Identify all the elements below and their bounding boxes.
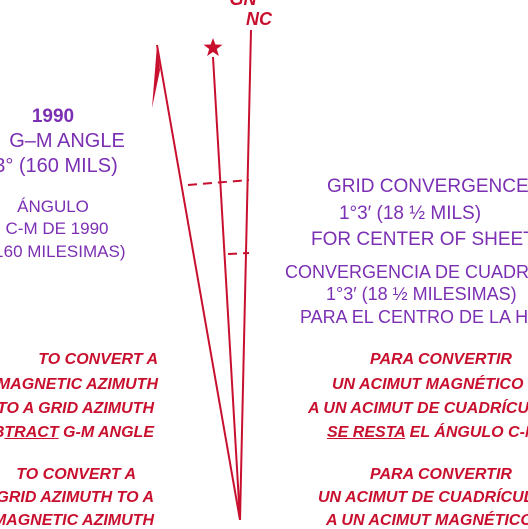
right-instruction-2-line2: UN ACIMUT DE CUADRÍCULA [318,489,528,506]
left-instruction-2-line3: MAGNETIC AZIMUTH [0,512,154,529]
grid-convergence-es-line2: 1°3′ (18 ½ MILESIMAS) [326,284,517,304]
right-instruction-1-line3: A UN ACIMUT DE CUADRÍCULA [308,400,528,417]
right-instruction-2-line3: A UN ACIMUT MAGNÉTICO [326,512,528,529]
right-instruction-2-line1: PARA CONVERTIR [370,466,512,483]
left-instruction-1-prefix: SUB [0,424,4,441]
gm-angle-es-line2: C-M DE 1990 [5,219,109,238]
right-instruction-1-underline: SE RESTA [327,424,406,441]
gm-angle-arc [187,179,250,186]
true-north-star-icon [203,38,223,56]
grid-convergence-es-line3: PARA EL CENTRO DE LA HOJA [300,307,528,327]
right-instruction-1-line4: SE RESTA EL ÁNGULO C-M [327,425,528,441]
left-instruction-1-line3: TO A GRID AZIMUTH [0,400,154,417]
gm-angle-es-line1: ÁNGULO [17,197,89,216]
left-instruction-1-line4: SUBTRACT G-M ANGLE [0,425,154,441]
grid-convergence-center: FOR CENTER OF SHEET [311,229,528,250]
true-north-line [212,56,241,520]
left-instruction-2-line1: TO CONVERT A [16,466,136,483]
nc-label: NC [246,9,272,29]
gn-label: GN [230,0,257,8]
grid-convergence-arc [227,252,250,255]
gm-angle-es-line3: (160 MILESIMAS) [0,242,126,261]
gm-angle-value: 3° (160 MILS) [0,155,118,177]
magnetic-north-line [156,44,241,520]
left-instruction-2-line2: GRID AZIMUTH TO A [0,489,154,506]
left-instruction-1-line2: MAGNETIC AZIMUTH [0,376,158,393]
left-instruction-1-suffix: G-M ANGLE [58,424,154,441]
grid-north-line [239,29,252,520]
left-instruction-1-line1: TO CONVERT A [38,351,158,368]
left-instruction-1-underline: TRACT [4,424,59,441]
grid-convergence-value: 1°3′ (18 ½ MILS) [338,203,482,224]
right-instruction-1-line1: PARA CONVERTIR [370,351,512,368]
right-instruction-1-suffix: EL ÁNGULO C-M [405,424,528,441]
magnetic-north-arrowhead [152,45,160,108]
grid-convergence-es-line1: CONVERGENCIA DE CUADRÍCULA [285,262,528,282]
gm-angle-year: 1990 [31,106,75,127]
grid-convergence-title: GRID CONVERGENCE [327,176,528,197]
right-instruction-1-line2: UN ACIMUT MAGNÉTICO [332,376,524,393]
gm-angle-title: G–M ANGLE [9,130,125,152]
